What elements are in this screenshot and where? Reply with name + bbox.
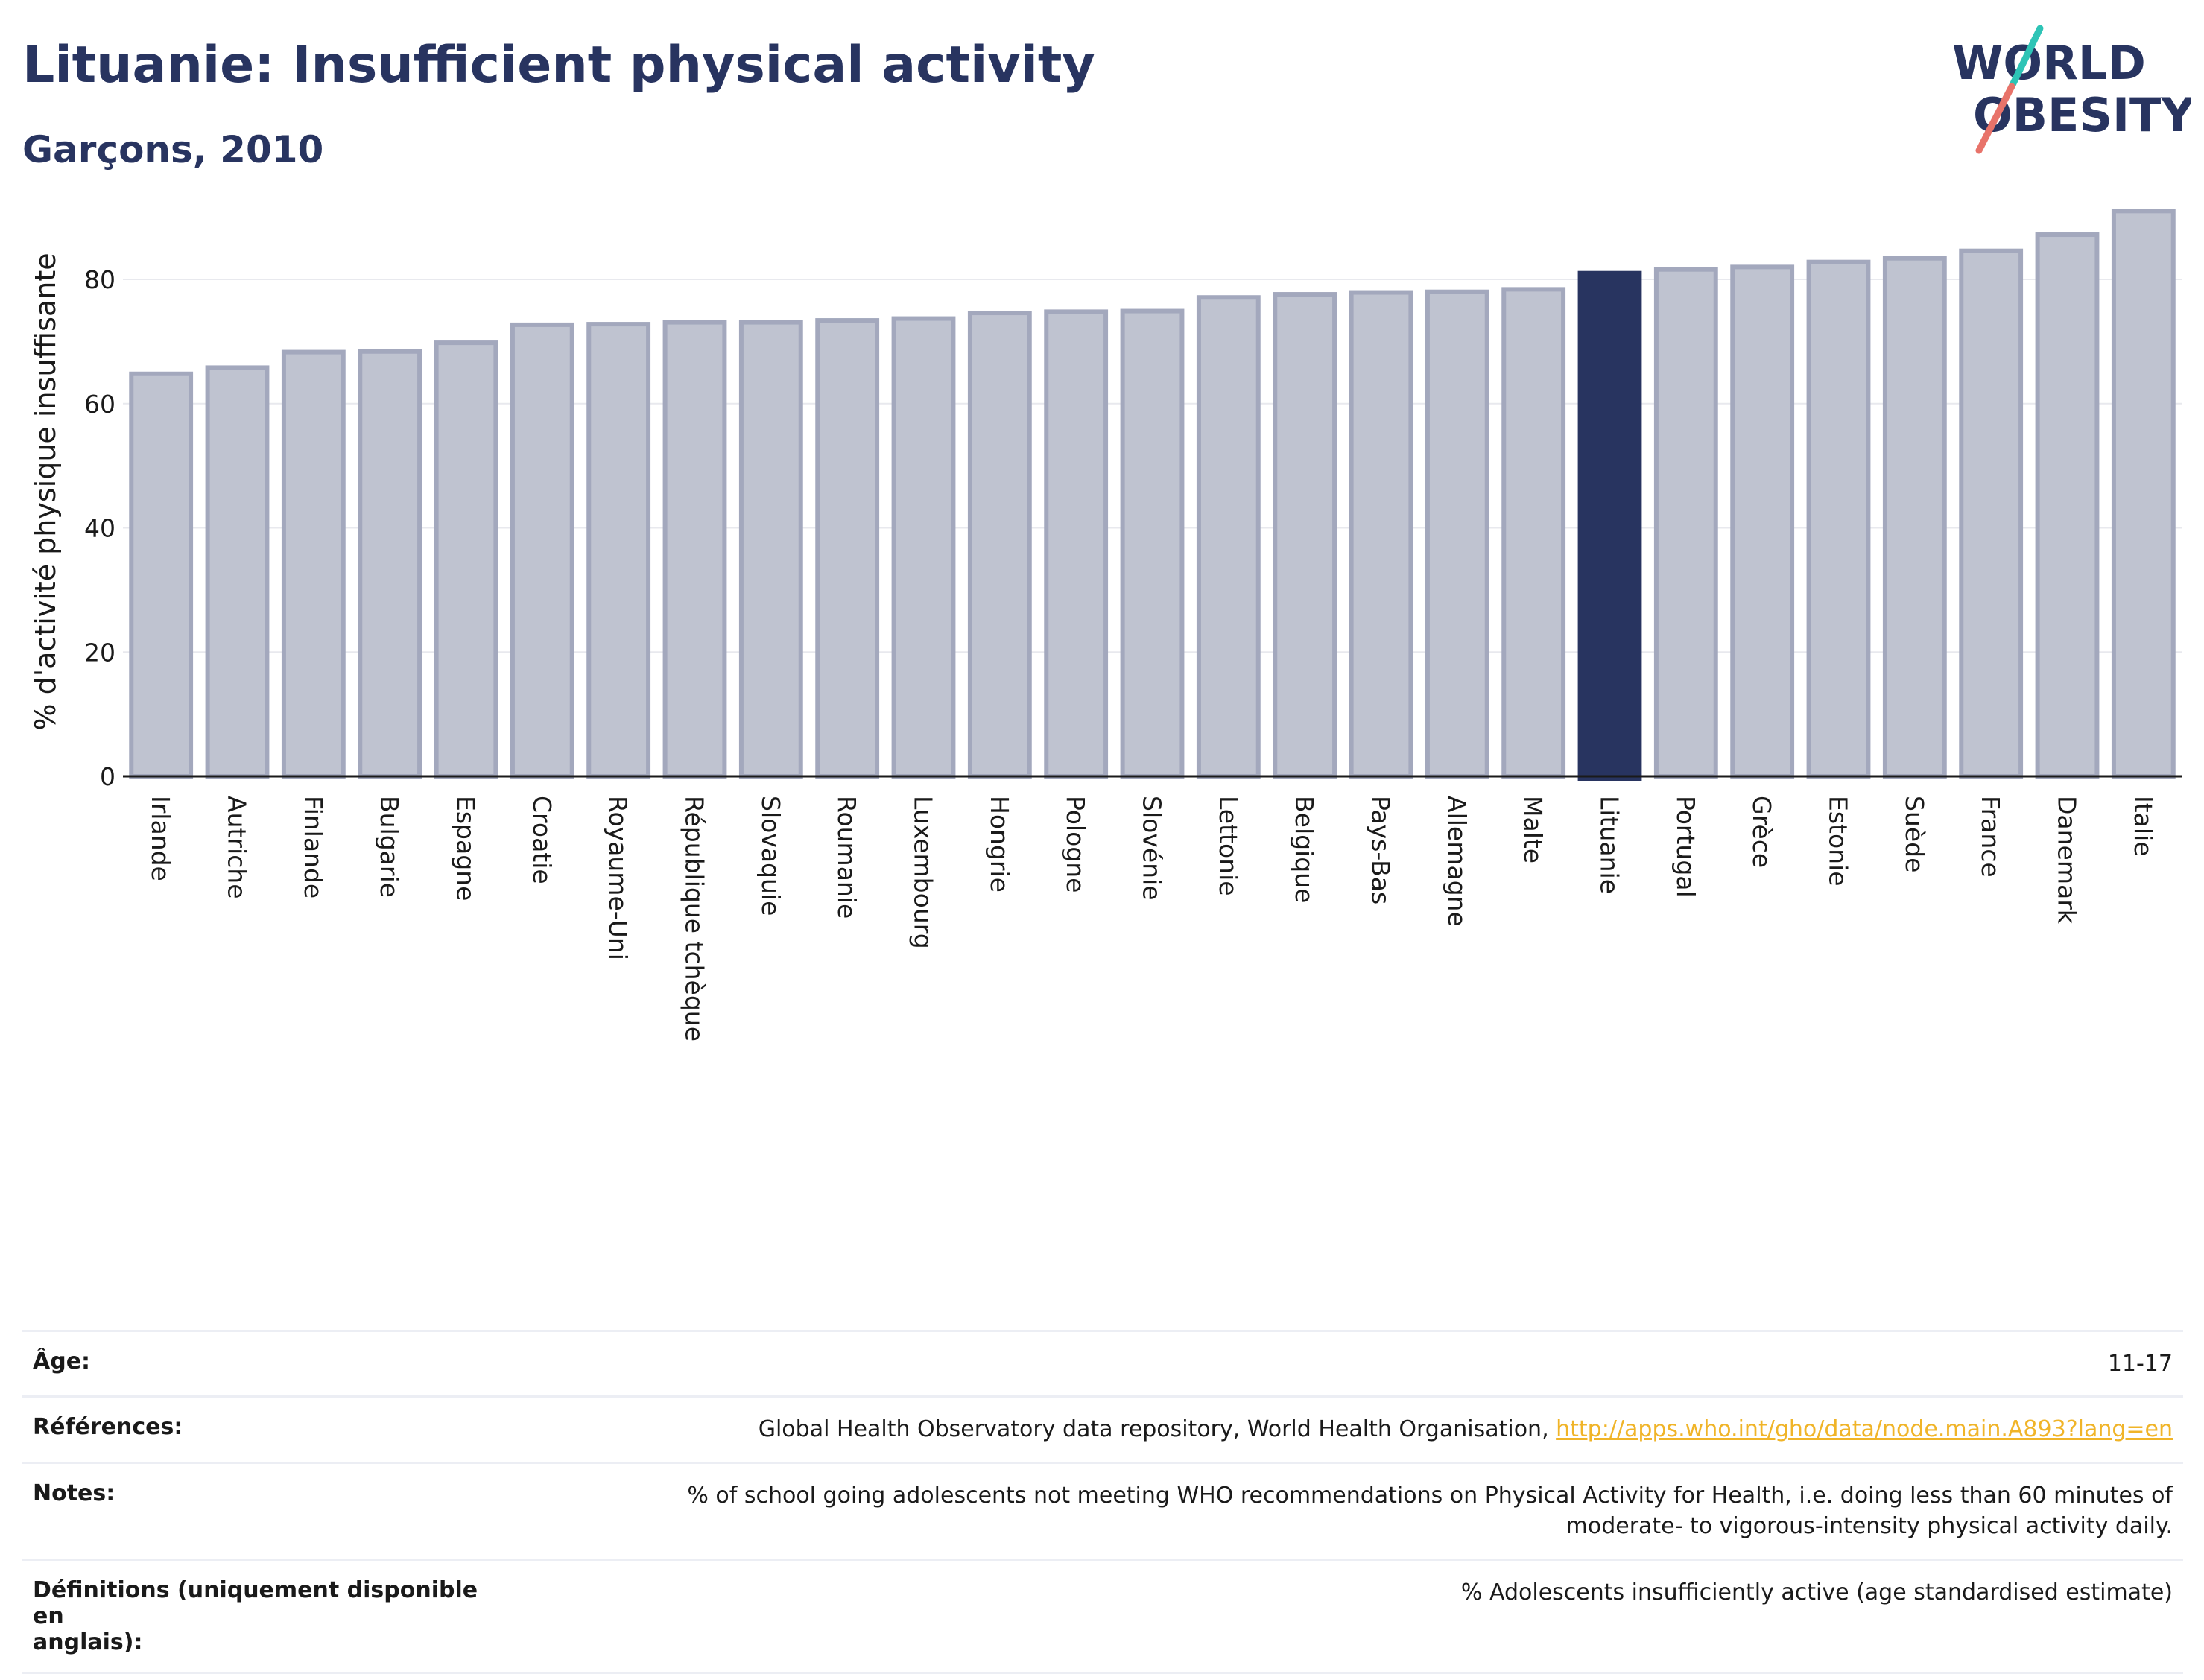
references-value: Global Health Observatory data repositor…	[520, 1397, 2183, 1462]
references-link[interactable]: http://apps.who.int/gho/data/node.main.A…	[1556, 1416, 2173, 1443]
x-tick-label: France	[1976, 796, 2005, 878]
logo-slash-teal	[2008, 25, 2044, 90]
definitions-value: % Adolescents insufficiently active (age…	[1460, 1579, 2173, 1605]
y-tick-labels: 0 20 40 60 80	[84, 265, 115, 791]
x-tick-label: Lituanie	[1595, 796, 1624, 894]
bar	[1425, 289, 1489, 779]
x-tick-label: Royaume-Uni	[604, 796, 633, 960]
bar	[129, 371, 194, 779]
bar	[2111, 209, 2176, 779]
bar	[662, 320, 727, 779]
y-tick-label: 40	[84, 514, 115, 543]
bar	[1349, 290, 1413, 779]
x-tick-label: Finlande	[299, 796, 328, 898]
x-tick-label: Luxembourg	[909, 796, 938, 949]
bar	[967, 311, 1032, 779]
bar	[1120, 308, 1185, 779]
bar	[1273, 292, 1337, 779]
bar	[1653, 267, 1718, 779]
x-tick-label: Lettonie	[1214, 796, 1243, 896]
bar	[1730, 264, 1795, 779]
bars	[129, 209, 2176, 781]
info-row-age: Âge: 11-17	[22, 1331, 2183, 1397]
bar	[205, 365, 270, 779]
chart-subtitle: Garçons, 2010	[22, 128, 324, 171]
x-tick-label: Belgique	[1290, 796, 1319, 903]
bar	[738, 320, 803, 779]
bar	[2035, 232, 2100, 779]
notes-label: Notes:	[33, 1480, 115, 1506]
bar	[1959, 248, 2024, 779]
x-tick-label: Grèce	[1747, 796, 1776, 868]
y-tick-label: 20	[84, 638, 115, 667]
x-tick-label: Portugal	[1671, 796, 1700, 898]
x-tick-label: République tchèque	[680, 796, 709, 1042]
x-tick-label: Croatie	[528, 796, 557, 884]
x-tick-label: Roumanie	[832, 796, 861, 919]
x-tick-label: Espagne	[452, 796, 481, 901]
bar	[434, 340, 498, 779]
x-tick-label: Pays-Bas	[1367, 796, 1396, 904]
notes-line-2: moderate- to vigorous-intensity physical…	[1565, 1513, 2173, 1540]
x-tick-label: Estonie	[1824, 796, 1853, 887]
x-tick-labels: Irlande Autriche Finlande Bulgarie Espagne Cr…	[146, 796, 2158, 1042]
definitions-label: Définitions (uniquement disponible en ang…	[33, 1576, 478, 1655]
x-tick-label: Italie	[2129, 796, 2158, 857]
age-value: 11-17	[2107, 1351, 2173, 1377]
bar-chart: 0 20 40 60 80 Irlande Autriche Finlande Bulgari…	[29, 209, 2182, 1042]
info-row-definitions: Définitions (uniquement disponible en ang…	[22, 1559, 2183, 1673]
x-tick-label: Malte	[1519, 796, 1548, 863]
bar	[1501, 287, 1566, 779]
x-tick-label: Allemagne	[1443, 796, 1472, 927]
x-tick-label: Suède	[1900, 796, 1929, 872]
notes-line-1: % of school going adolescents not meetin…	[687, 1482, 2173, 1509]
logo-slash-coral	[1975, 83, 2015, 154]
bar	[1044, 309, 1109, 779]
age-label: Âge:	[33, 1348, 91, 1375]
x-tick-label: Pologne	[1061, 796, 1090, 893]
info-table: Âge: 11-17 Références: Global Health Obs…	[22, 1330, 2183, 1674]
y-axis-label: % d'activité physique insuffisante	[29, 253, 62, 730]
x-tick-label: Autriche	[223, 796, 252, 899]
world-obesity-logo: WORLD OBESITY	[1952, 25, 2191, 154]
chart-title: Lituanie: Insufficient physical activity	[22, 36, 1095, 95]
info-row-notes: Notes: % of school going adolescents not…	[22, 1462, 2183, 1560]
bar	[281, 349, 346, 779]
y-tick-label: 60	[84, 390, 115, 419]
y-tick-label: 0	[100, 762, 115, 791]
x-tick-label: Slovénie	[1138, 796, 1167, 901]
bar	[891, 316, 956, 779]
bar	[815, 318, 880, 779]
logo-line-world: WORLD	[1952, 36, 2146, 90]
y-tick-label: 80	[84, 265, 115, 294]
info-row-references: Références: Global Health Observatory da…	[22, 1396, 2183, 1463]
x-tick-label: Irlande	[146, 796, 175, 881]
bar	[1577, 270, 1642, 781]
references-text: Global Health Observatory data repositor…	[758, 1416, 1557, 1443]
references-label: Références:	[33, 1414, 183, 1441]
notes-value: % of school going adolescents not meetin…	[520, 1462, 2183, 1559]
x-tick-label: Danemark	[2053, 796, 2082, 925]
x-tick-label: Bulgarie	[375, 796, 404, 898]
bar	[1882, 256, 1947, 779]
bar	[1196, 295, 1261, 779]
bar	[1806, 259, 1871, 779]
x-tick-label: Hongrie	[985, 796, 1014, 893]
bar	[510, 322, 574, 779]
bar	[586, 322, 651, 779]
x-tick-label: Slovaquie	[756, 796, 785, 916]
bar	[358, 349, 422, 779]
